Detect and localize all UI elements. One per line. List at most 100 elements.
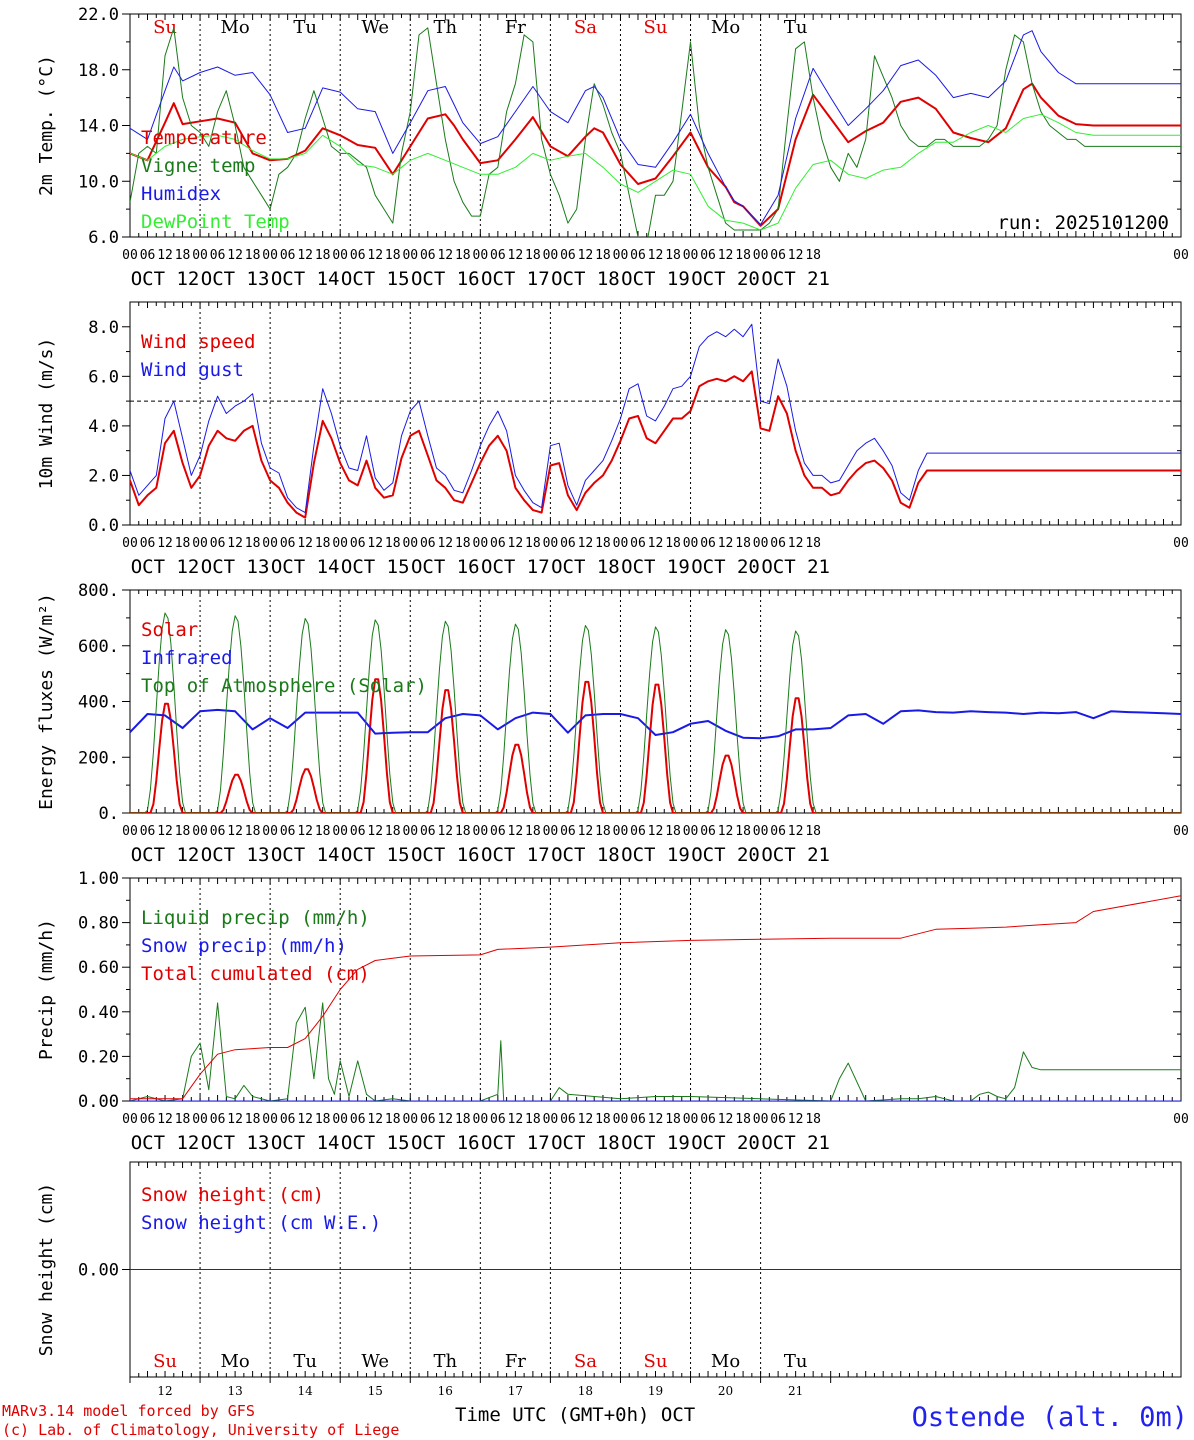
hour-label: 18 [245,536,261,551]
hour-label: 00 [683,536,699,551]
hour-label: 12 [508,248,524,263]
y-tick-label: 600. [78,637,119,657]
hour-label: 00 [613,536,629,551]
hour-label: 06 [420,824,436,839]
series-line [130,370,1181,519]
weekday-label: Tu [293,1351,317,1372]
hour-label: 18 [595,536,611,551]
panel-frame [129,13,1182,238]
day-number-label: 19 [648,1384,663,1398]
y-axis-label: Precip (mm/h) [36,919,57,1060]
hour-label: 00 [683,248,699,263]
hour-label: 12 [578,536,594,551]
hour-label: 06 [280,824,296,839]
hour-label: 00 [753,536,769,551]
hour-label: 12 [227,248,243,263]
y-axis-label: 10m Wind (m/s) [36,338,57,490]
hour-label: 18 [805,1112,821,1127]
hour-label: 06 [490,536,506,551]
legend-entry: Liquid precip (mm/h) [141,907,370,929]
hour-label: 06 [770,536,786,551]
hour-label: 18 [245,1112,261,1127]
hour-label: 18 [315,248,331,263]
hour-label: 06 [700,248,716,263]
hour-label: 12 [367,248,383,263]
hour-label: 00 [473,1112,489,1127]
hour-label: 00 [1173,536,1189,551]
y-tick-label: 1.00 [78,869,119,889]
hour-label: 12 [578,248,594,263]
legend-entry: Wind speed [141,331,255,353]
hour-label: 00 [402,824,418,839]
y-tick-label: 0.80 [78,914,119,934]
legend-entry: Top of Atmosphere (Solar) [141,675,427,697]
legend-entry: Humidex [141,183,221,205]
hour-label: 18 [665,536,681,551]
day-number-label: 20 [718,1384,733,1398]
date-label: OCT 19 [621,1132,690,1154]
hour-label: 06 [350,536,366,551]
date-label: OCT 19 [621,556,690,578]
day-number-label: 12 [157,1384,172,1398]
weekday-label: Fr [505,1351,526,1372]
hour-label: 06 [280,248,296,263]
hour-label: 00 [753,1112,769,1127]
y-tick-label: 0.0 [88,516,119,536]
hour-label: 18 [175,1112,191,1127]
hour-label: 06 [140,536,156,551]
hour-label: 06 [560,1112,576,1127]
weekday-label: Su [644,1351,668,1372]
hour-label: 06 [490,1112,506,1127]
hour-label: 12 [648,1112,664,1127]
series-line [130,82,1181,227]
date-label: OCT 12 [131,268,200,290]
hour-label: 18 [315,536,331,551]
hour-label: 18 [525,248,541,263]
y-tick-label: 0.40 [78,1003,119,1023]
date-label: OCT 20 [691,844,760,866]
hour-label: 06 [770,248,786,263]
date-label: OCT 14 [271,268,340,290]
weekday-label: We [361,1351,389,1372]
hour-label: 18 [805,248,821,263]
hour-label: 06 [630,1112,646,1127]
hour-label: 18 [385,1112,401,1127]
hour-label: 00 [122,824,138,839]
hour-label: 06 [490,248,506,263]
hour-label: 06 [210,536,226,551]
day-number-label: 13 [227,1384,242,1398]
hour-label: 18 [245,248,261,263]
y-tick-label: 0.60 [78,958,119,978]
hour-label: 18 [665,824,681,839]
hour-label: 12 [227,536,243,551]
date-label: OCT 21 [761,1132,830,1154]
weekday-label: Su [644,17,668,38]
day-number-label: 15 [368,1384,383,1398]
legend-entry: Snow height (cm W.E.) [141,1212,381,1234]
date-label: OCT 17 [481,556,550,578]
hour-label: 12 [508,824,524,839]
date-label: OCT 20 [691,556,760,578]
weekday-label: Fr [505,17,526,38]
hour-label: 18 [175,824,191,839]
hour-label: 12 [227,824,243,839]
legend-entry: Solar [141,619,198,641]
y-tick-label: 0.00 [78,1092,119,1112]
hour-label: 00 [753,248,769,263]
weekday-label: Mo [220,1351,249,1372]
hour-label: 18 [595,248,611,263]
hour-label: 00 [262,824,278,839]
day-number-label: 16 [438,1384,453,1398]
hour-label: 06 [560,824,576,839]
weekday-label: Sa [574,1351,597,1372]
date-label: OCT 16 [411,268,480,290]
day-number-label: 14 [298,1384,314,1398]
hour-label: 06 [420,248,436,263]
weekday-label: Mo [711,1351,740,1372]
hour-label: 18 [735,824,751,839]
hour-label: 18 [595,824,611,839]
date-label: OCT 20 [691,268,760,290]
hour-label: 18 [735,1112,751,1127]
date-label: OCT 17 [481,1132,550,1154]
